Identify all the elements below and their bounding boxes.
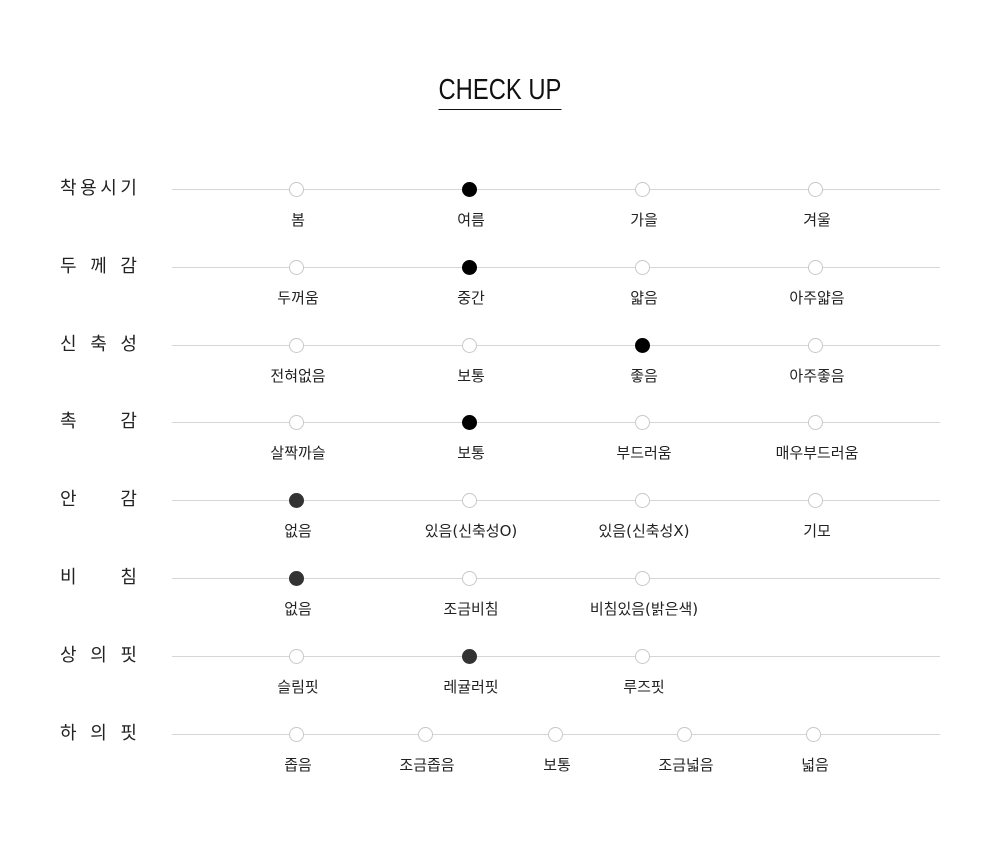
- option-label: 없음: [284, 600, 312, 618]
- scale-line: [172, 578, 940, 579]
- option-label: 얇음: [630, 289, 658, 307]
- selected-dot: [289, 571, 304, 586]
- option-label: 보통: [543, 756, 571, 774]
- option-label: 아주얇음: [789, 289, 845, 307]
- option-dot: [462, 571, 477, 586]
- option-label: 좁음: [284, 756, 312, 774]
- option-label: 아주좋음: [789, 367, 845, 385]
- selected-dot: [289, 493, 304, 508]
- selected-dot: [462, 260, 477, 275]
- selected-dot: [462, 415, 477, 430]
- row-label: 촉감: [60, 411, 181, 432]
- option-dot: [806, 727, 821, 742]
- option-dot: [808, 493, 823, 508]
- option-dot: [635, 415, 650, 430]
- option-label: 매우부드러움: [775, 444, 859, 462]
- option-label: 가을: [630, 211, 658, 229]
- option-label: 살짝까슬: [270, 444, 326, 462]
- option-label: 없음: [284, 522, 312, 540]
- row-label: 비침: [60, 567, 181, 588]
- option-dot: [289, 649, 304, 664]
- option-label: 있음(신축성X): [598, 522, 690, 540]
- option-label: 겨울: [803, 211, 831, 229]
- row-label: 상의핏: [60, 645, 151, 666]
- option-label: 여름: [457, 211, 485, 229]
- option-dot: [635, 649, 650, 664]
- selected-dot: [462, 649, 477, 664]
- row-label: 안감: [60, 489, 181, 510]
- option-dot: [289, 260, 304, 275]
- option-label: 조금넓음: [658, 756, 714, 774]
- option-label: 좋음: [630, 367, 658, 385]
- option-label: 넓음: [801, 756, 829, 774]
- option-dot: [808, 415, 823, 430]
- option-dot: [289, 415, 304, 430]
- selected-dot: [635, 338, 650, 353]
- option-label: 루즈핏: [623, 678, 665, 696]
- option-dot: [635, 260, 650, 275]
- option-label: 슬림핏: [277, 678, 319, 696]
- title-text: CHECK UP: [438, 72, 562, 110]
- option-label: 조금좁음: [399, 756, 455, 774]
- scale-line: [172, 267, 940, 268]
- option-dot: [462, 338, 477, 353]
- option-label: 비침있음(밝은색): [589, 600, 699, 618]
- checkup-title: CHECK UP: [0, 72, 1000, 110]
- option-dot: [289, 182, 304, 197]
- option-label: 전혀없음: [270, 367, 326, 385]
- option-dot: [462, 493, 477, 508]
- scale-line: [172, 189, 940, 190]
- option-label: 봄: [291, 211, 305, 229]
- scale-line: [172, 656, 940, 657]
- option-label: 보통: [457, 367, 485, 385]
- scale-line: [172, 345, 940, 346]
- option-dot: [289, 727, 304, 742]
- option-dot: [548, 727, 563, 742]
- scale-line: [172, 422, 940, 423]
- option-dot: [635, 493, 650, 508]
- option-dot: [635, 182, 650, 197]
- option-label: 기모: [803, 522, 831, 540]
- row-label: 두께감: [60, 256, 151, 277]
- option-label: 부드러움: [616, 444, 672, 462]
- option-label: 보통: [457, 444, 485, 462]
- option-dot: [808, 182, 823, 197]
- option-label: 중간: [457, 289, 485, 307]
- option-dot: [677, 727, 692, 742]
- option-label: 레귤러핏: [443, 678, 499, 696]
- option-dot: [289, 338, 304, 353]
- row-label: 하의핏: [60, 723, 151, 744]
- row-label: 착용시기: [60, 178, 141, 199]
- option-dot: [808, 260, 823, 275]
- row-label: 신축성: [60, 334, 151, 355]
- option-dot: [418, 727, 433, 742]
- scale-line: [172, 500, 940, 501]
- option-label: 두꺼움: [277, 289, 319, 307]
- selected-dot: [462, 182, 477, 197]
- option-dot: [635, 571, 650, 586]
- option-label: 있음(신축성O): [424, 522, 518, 540]
- option-label: 조금비침: [443, 600, 499, 618]
- option-dot: [808, 338, 823, 353]
